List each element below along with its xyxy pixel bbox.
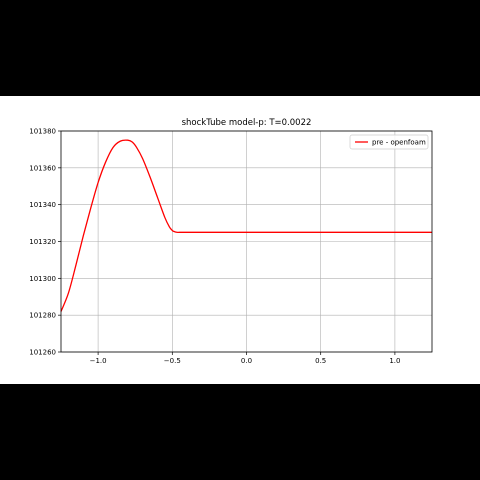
- chart-title: shockTube model-p: T=0.0022: [182, 118, 312, 128]
- x-tick-label: −0.5: [164, 357, 181, 365]
- y-tick-label: 101360: [29, 164, 56, 172]
- letterbox-top: [0, 0, 480, 96]
- y-tick-label: 101340: [29, 201, 56, 209]
- chart-figure: shockTube model-p: T=0.0022 −1.0 −0.5 0.0 0…: [0, 96, 480, 384]
- x-tick-label: 1.0: [389, 357, 400, 365]
- letterbox-bottom: [0, 384, 480, 480]
- grid-lines: [61, 130, 432, 353]
- series-layer: [60, 139, 432, 312]
- y-tick-label: 101380: [29, 128, 56, 136]
- line-chart: shockTube model-p: T=0.0022 −1.0 −0.5 0.0 0…: [29, 118, 433, 365]
- legend-label: pre - openfoam: [372, 139, 426, 147]
- legend: pre - openfoam: [349, 134, 429, 150]
- x-tick-label: 0.0: [241, 357, 252, 365]
- x-tick-label: −1.0: [90, 357, 107, 365]
- y-tick-label: 101300: [29, 275, 56, 283]
- series-line-pre-openfoam: [60, 139, 432, 312]
- y-tick-label: 101260: [29, 349, 56, 357]
- x-tick-label: 0.5: [315, 357, 326, 365]
- y-tick-label: 101280: [29, 312, 56, 320]
- legend-box: [349, 134, 429, 150]
- y-axis-ticks: 101260 101280 101300 101320 101340 101360 1013…: [29, 128, 61, 357]
- y-tick-label: 101320: [29, 238, 56, 246]
- x-axis-ticks: −1.0 −0.5 0.0 0.5 1.0: [90, 352, 400, 365]
